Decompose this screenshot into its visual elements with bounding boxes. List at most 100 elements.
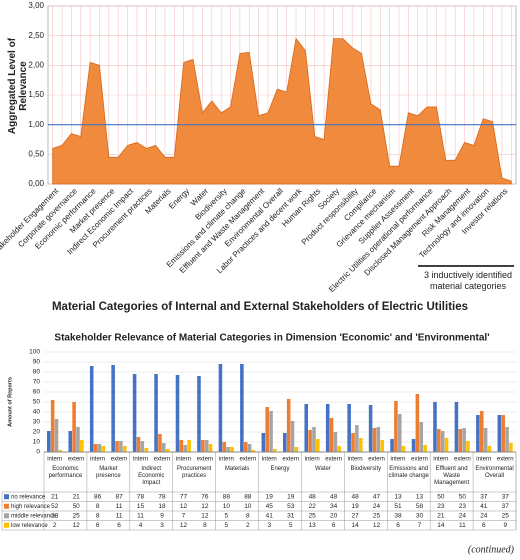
bar — [273, 449, 277, 452]
group-label: Procurement practices — [176, 466, 212, 479]
bar — [283, 433, 287, 452]
group-label: Economic performance — [48, 466, 83, 479]
bar — [115, 441, 119, 452]
x-tick-label: Energy — [167, 187, 191, 211]
y-tick-label: 80 — [33, 369, 41, 376]
x-tick-label: intern — [348, 457, 363, 463]
bar — [325, 404, 330, 452]
table-value: 48 — [309, 493, 317, 500]
table-value: 50 — [459, 493, 467, 500]
x-tick-label: intern — [433, 457, 448, 463]
bar — [179, 440, 184, 452]
table-value: 37 — [502, 503, 510, 510]
bar — [240, 364, 244, 452]
table-value: 47 — [373, 493, 381, 500]
bar — [50, 400, 55, 452]
group-label: Water — [315, 466, 331, 472]
group-label: Effluent and Waste Management — [434, 466, 470, 486]
table-value: 11 — [116, 503, 123, 510]
bar — [294, 447, 299, 452]
bar — [394, 401, 398, 452]
table-value: 14 — [351, 522, 359, 529]
table-value: 18 — [158, 503, 166, 510]
table-value: 20 — [330, 512, 338, 519]
bar — [243, 442, 248, 452]
y-tick-label: 20 — [33, 429, 41, 436]
table-value: 12 — [373, 522, 381, 529]
table-value: 6 — [482, 522, 486, 529]
table-value: 19 — [351, 503, 359, 510]
table-value: 9 — [503, 522, 507, 529]
x-tick-label: extern — [239, 457, 256, 463]
table-value: 88 — [244, 493, 252, 500]
table-value: 50 — [73, 503, 81, 510]
table-value: 88 — [223, 493, 231, 500]
bar — [97, 444, 102, 452]
table-value: 23 — [459, 503, 467, 510]
table-value: 30 — [416, 512, 424, 519]
annotation: 3 inductively identified material catego… — [423, 270, 513, 291]
table-value: 11 — [459, 522, 466, 529]
bar — [380, 440, 384, 452]
table-value: 23 — [437, 503, 445, 510]
x-tick-label: intern — [262, 457, 277, 463]
x-tick-label: extern — [368, 457, 385, 463]
table-value: 21 — [73, 493, 81, 500]
x-tick-label: intern — [476, 457, 491, 463]
x-tick-label: extern — [154, 457, 171, 463]
bar — [47, 431, 51, 452]
y-tick-label: 50 — [33, 399, 41, 406]
bar — [187, 440, 191, 452]
table-value: 8 — [203, 522, 207, 529]
table-value: 11 — [137, 512, 144, 519]
table-value: 10 — [244, 503, 252, 510]
table-value: 50 — [437, 493, 445, 500]
y-tick-label: 3,00 — [28, 1, 44, 10]
legend-swatch — [4, 522, 9, 528]
group-label: Emissions and climate change — [388, 466, 429, 479]
bar — [208, 444, 213, 452]
bar — [93, 444, 98, 452]
legend-label: middle relevance — [11, 513, 57, 519]
y-tick-label: 60 — [33, 389, 41, 396]
bar — [290, 421, 295, 452]
legend-label: no relevance — [11, 494, 46, 500]
legend-swatch — [4, 494, 9, 500]
bar — [201, 440, 205, 452]
bar — [222, 442, 227, 452]
table-value: 11 — [116, 512, 123, 519]
bar — [437, 429, 441, 452]
bar — [312, 427, 316, 452]
x-tick-label: extern — [282, 457, 299, 463]
x-tick-label: intern — [305, 457, 320, 463]
table-value: 8 — [246, 512, 250, 519]
table-value: 25 — [502, 512, 510, 519]
table-value: 12 — [180, 522, 188, 529]
table-value: 2 — [246, 522, 250, 529]
bar — [261, 433, 266, 452]
bar — [140, 441, 145, 452]
group-label: Indirect Economic Impact — [138, 466, 165, 486]
bar — [476, 415, 480, 452]
bar — [265, 407, 269, 452]
table-value: 24 — [480, 512, 488, 519]
x-tick-label: extern — [411, 457, 428, 463]
table-value: 8 — [96, 503, 100, 510]
bar — [415, 394, 420, 452]
y-tick-label: 10 — [33, 439, 41, 446]
table-value: 5 — [225, 512, 229, 519]
bar — [247, 444, 252, 452]
table-value: 41 — [266, 512, 274, 519]
bar — [316, 439, 320, 452]
legend-label: low relevance — [11, 523, 48, 529]
table-value: 87 — [115, 493, 123, 500]
y-tick-label: 0 — [36, 449, 40, 456]
table-value: 6 — [332, 522, 336, 529]
table-value: 27 — [351, 512, 359, 519]
table-value: 19 — [287, 493, 295, 500]
x-tick-label: extern — [68, 457, 85, 463]
bar — [390, 439, 394, 452]
table-value: 5 — [289, 522, 293, 529]
